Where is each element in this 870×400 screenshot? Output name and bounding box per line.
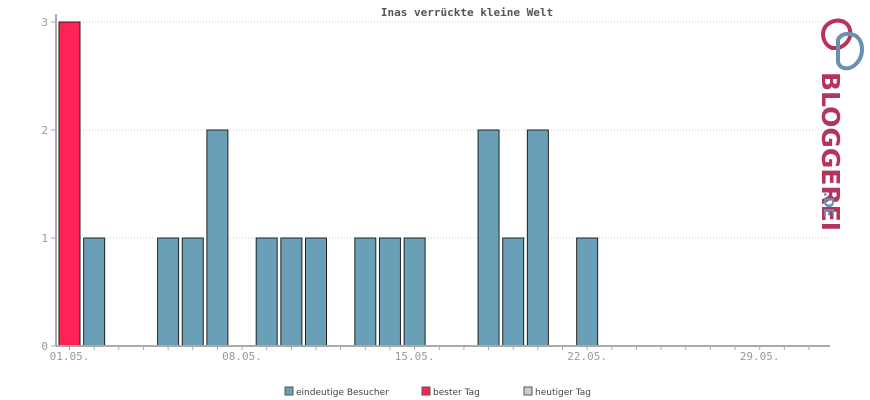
bar-day-19 (502, 237, 525, 347)
chart-title: Inas verrückte kleine Welt (381, 6, 553, 19)
legend-swatch (284, 386, 294, 396)
bar-day-2 (83, 237, 106, 347)
legend-label: eindeutige Besucher (296, 388, 389, 398)
bloggerei-logo: BLOGGEREI .DE (816, 18, 864, 231)
x-tick-label: 08.05. (222, 350, 262, 363)
legend-swatch (523, 386, 533, 396)
x-tick-label: 01.05. (50, 350, 90, 363)
bar-day-20 (526, 129, 549, 347)
bar-day-13 (354, 237, 377, 347)
legend-label: bester Tag (433, 388, 480, 398)
bar-day-1 (58, 21, 81, 347)
bar-day-9 (255, 237, 278, 347)
y-tick-label: 1 (41, 232, 48, 245)
logo-text: BLOGGEREI (816, 72, 845, 231)
bar-day-7 (206, 129, 229, 347)
bar-day-6 (181, 237, 204, 347)
bars (58, 21, 599, 347)
x-tick-label: 22.05. (567, 350, 607, 363)
y-tick-label: 2 (41, 124, 48, 137)
x-tick-label: 15.05. (395, 350, 435, 363)
bar-day-15 (403, 237, 426, 347)
bar-day-10 (280, 237, 303, 347)
legend-swatch (421, 386, 431, 396)
x-tick-label: 29.05. (740, 350, 780, 363)
legend-label: heutiger Tag (535, 388, 591, 398)
logo-suffix: .DE (820, 192, 835, 217)
legend: eindeutige Besucher bester Tag heutiger Ta… (284, 386, 591, 398)
axes: 0 1 2 3 01.05. 08.05. 15.05. 22.05. 29.05. (41, 14, 830, 363)
bar-day-5 (157, 237, 180, 347)
logo-mark-icon (821, 18, 864, 71)
y-tick-label: 3 (41, 16, 48, 29)
bar-day-22 (576, 237, 599, 347)
grid-lines (56, 21, 830, 239)
bar-day-18 (477, 129, 500, 347)
bar-day-14 (378, 237, 401, 347)
bar-day-11 (305, 237, 327, 347)
y-tick-label: 0 (41, 340, 48, 353)
